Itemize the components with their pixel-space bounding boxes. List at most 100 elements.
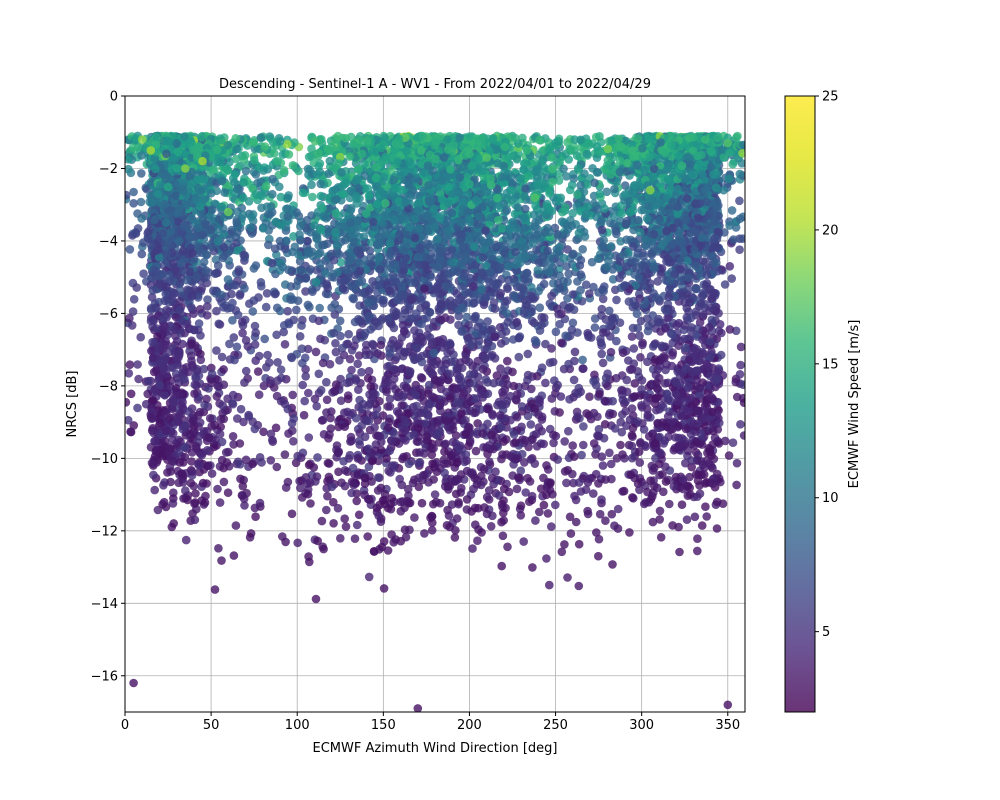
scatter-point xyxy=(410,513,419,522)
scatter-point xyxy=(288,391,297,400)
scatter-point xyxy=(251,512,260,521)
scatter-point xyxy=(220,478,229,487)
scatter-point xyxy=(224,488,233,497)
scatter-point xyxy=(557,392,566,401)
scatter-point xyxy=(428,512,437,521)
scatter-point xyxy=(457,484,466,493)
scatter-point xyxy=(312,348,321,357)
scatter-points xyxy=(122,132,749,713)
scatter-point xyxy=(191,380,200,389)
scatter-point xyxy=(431,490,440,499)
scatter-point xyxy=(726,325,735,334)
scatter-point xyxy=(493,371,502,380)
scatter-point xyxy=(661,379,670,388)
scatter-point xyxy=(292,306,301,315)
scatter-point xyxy=(527,420,536,429)
scatter-point xyxy=(267,456,276,465)
scatter-point xyxy=(429,475,438,484)
scatter-point xyxy=(510,430,519,439)
scatter-point xyxy=(428,526,437,535)
scatter-point xyxy=(380,584,389,593)
scatter-point xyxy=(589,377,598,386)
scatter-point xyxy=(584,510,593,519)
scatter-point xyxy=(729,438,738,447)
scatter-point xyxy=(323,396,332,405)
scatter-point xyxy=(304,552,313,561)
scatter-point xyxy=(573,328,582,337)
scatter-point xyxy=(735,197,744,206)
scatter-point xyxy=(562,479,571,488)
scatter-point xyxy=(698,521,707,530)
scatter-point xyxy=(229,391,238,400)
scatter-point xyxy=(564,427,573,436)
scatter-point xyxy=(472,447,481,456)
scatter-point xyxy=(713,524,722,533)
scatter-point xyxy=(691,513,700,522)
scatter-point xyxy=(126,245,135,254)
scatter-point xyxy=(630,344,639,353)
scatter-point xyxy=(585,289,594,298)
scatter-point xyxy=(479,429,488,438)
scatter-point xyxy=(240,378,249,387)
scatter-point xyxy=(485,458,494,467)
scatter-point xyxy=(402,533,411,542)
scatter-point xyxy=(236,291,245,300)
scatter-point xyxy=(736,370,745,379)
scatter-point xyxy=(354,385,363,394)
scatter-point xyxy=(624,356,633,365)
scatter-point xyxy=(415,483,424,492)
scatter-point xyxy=(323,492,332,501)
scatter-point xyxy=(736,361,745,370)
scatter-point xyxy=(257,278,266,287)
scatter-point xyxy=(210,166,219,175)
scatter-point xyxy=(324,459,333,468)
scatter-point xyxy=(365,367,374,376)
scatter-point xyxy=(657,533,666,542)
scatter-point xyxy=(238,491,247,500)
scatter-point xyxy=(483,420,492,429)
scatter-point xyxy=(656,507,665,516)
scatter-point xyxy=(317,386,326,395)
scatter-point xyxy=(406,499,415,508)
scatter-point xyxy=(566,513,575,522)
scatter-point xyxy=(531,516,540,525)
scatter-point xyxy=(298,381,307,390)
scatter-point xyxy=(351,534,360,543)
scatter-point xyxy=(313,472,322,481)
scatter-point xyxy=(208,469,217,478)
scatter-point xyxy=(575,582,584,591)
scatter-point xyxy=(651,355,660,364)
scatter-point xyxy=(479,365,488,374)
scatter-point xyxy=(315,370,324,379)
scatter-point xyxy=(296,332,305,341)
scatter-point xyxy=(603,382,612,391)
scatter-point xyxy=(357,368,366,377)
scatter-point xyxy=(273,358,282,367)
scatter-point xyxy=(538,363,547,372)
scatter-point xyxy=(503,543,512,552)
scatter-point xyxy=(524,350,533,359)
scatter-point xyxy=(499,532,508,541)
scatter-point xyxy=(503,357,512,366)
scatter-point xyxy=(544,509,553,518)
scatter-point xyxy=(386,402,395,411)
scatter-point xyxy=(638,341,647,350)
scatter-point xyxy=(551,501,560,510)
scatter-point xyxy=(533,372,542,381)
scatter-point xyxy=(487,522,496,531)
scatter-point xyxy=(232,155,241,164)
scatter-point xyxy=(365,573,374,582)
scatter-point xyxy=(497,562,506,571)
scatter-point xyxy=(281,450,290,459)
scatter-point xyxy=(334,504,343,513)
scatter-point xyxy=(561,467,570,476)
scatter-point xyxy=(397,507,406,516)
scatter-point xyxy=(263,351,272,360)
scatter-point xyxy=(717,351,726,360)
scatter-point xyxy=(329,519,338,528)
scatter-point xyxy=(355,511,364,520)
scatter-point xyxy=(288,510,297,519)
scatter-point xyxy=(429,500,438,509)
scatter-point xyxy=(134,375,143,384)
scatter-point xyxy=(297,321,306,330)
